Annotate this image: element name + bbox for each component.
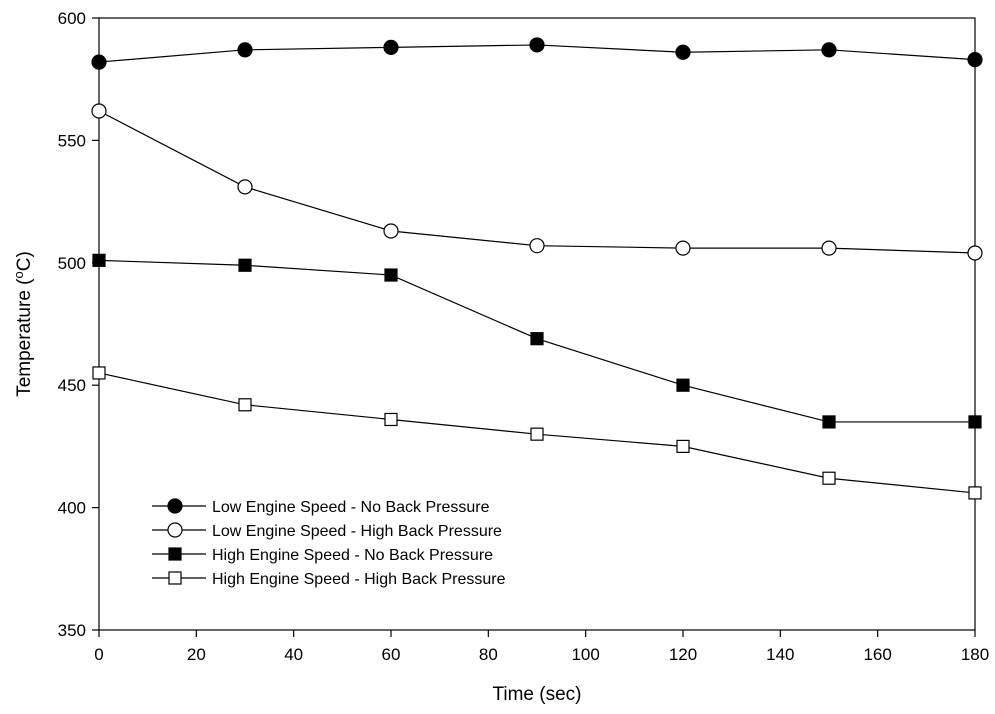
y-tick-label-5: 600	[58, 9, 86, 28]
x-tick-label-4: 80	[479, 645, 498, 664]
series-0-point-0	[92, 55, 106, 69]
y-tick-label-0: 350	[58, 621, 86, 640]
legend-label-3: High Engine Speed - High Back Pressure	[212, 571, 506, 588]
legend-entry-1: Low Engine Speed - High Back Pressure	[152, 523, 502, 540]
series-0-point-5	[822, 43, 836, 57]
series-2-point-6	[969, 416, 981, 428]
legend: Low Engine Speed - No Back Pressure Low E…	[152, 499, 506, 588]
y-tick-label-4: 550	[58, 131, 86, 150]
series-3-point-6	[969, 487, 981, 499]
series-1-point-2	[384, 224, 398, 238]
series-1-point-3	[530, 239, 544, 253]
series-2-point-3	[531, 333, 543, 345]
series-1-point-5	[822, 241, 836, 255]
x-tick-label-5: 100	[571, 645, 599, 664]
series-1-point-4	[676, 241, 690, 255]
series-0-point-2	[384, 40, 398, 54]
y-axis-title-end: C)	[14, 251, 35, 271]
x-tick-label-6: 120	[669, 645, 697, 664]
series-2-point-1	[239, 259, 251, 271]
series-1-point-6	[968, 246, 982, 260]
series-lines	[99, 45, 975, 493]
y-axis-title: Temperature (oC)	[11, 251, 35, 397]
legend-label-0: Low Engine Speed - No Back Pressure	[212, 499, 490, 516]
legend-marker-0	[168, 499, 182, 513]
y-tick-label-1: 400	[58, 499, 86, 518]
series-0-point-4	[676, 45, 690, 59]
series-3-point-5	[823, 472, 835, 484]
x-tick-label-8: 160	[863, 645, 891, 664]
y-tick-label-3: 500	[58, 254, 86, 273]
series-1-point-1	[238, 180, 252, 194]
series-2-point-4	[677, 379, 689, 391]
x-tick-label-1: 20	[187, 645, 206, 664]
series-0-point-1	[238, 43, 252, 57]
axis-ticks: 0 20 40 60 80 100 120 140 160 180 350 400 450 500 550 6…	[58, 9, 990, 664]
series-markers	[92, 38, 982, 499]
legend-marker-3	[169, 572, 181, 584]
x-tick-label-7: 140	[766, 645, 794, 664]
legend-label-2: High Engine Speed - No Back Pressure	[212, 547, 493, 564]
y-axis-title-superscript: o	[11, 271, 26, 278]
x-tick-label-3: 60	[382, 645, 401, 664]
legend-marker-1	[168, 523, 182, 537]
series-3-point-3	[531, 428, 543, 440]
legend-entry-0: Low Engine Speed - No Back Pressure	[152, 499, 490, 516]
series-0-point-3	[530, 38, 544, 52]
series-3-point-2	[385, 413, 397, 425]
series-2-point-0	[93, 254, 105, 266]
legend-marker-2	[169, 548, 181, 560]
x-axis-title: Time (sec)	[492, 684, 581, 705]
series-2-point-5	[823, 416, 835, 428]
legend-entry-3: High Engine Speed - High Back Pressure	[152, 571, 506, 588]
series-2-point-2	[385, 269, 397, 281]
x-tick-label-9: 180	[961, 645, 989, 664]
series-1-line	[99, 111, 975, 253]
series-3-point-0	[93, 367, 105, 379]
y-axis-title-main: Temperature (	[14, 278, 35, 397]
x-tick-label-0: 0	[94, 645, 103, 664]
series-3-point-1	[239, 399, 251, 411]
legend-entry-2: High Engine Speed - No Back Pressure	[152, 547, 493, 564]
x-tick-label-2: 40	[284, 645, 303, 664]
series-0-point-6	[968, 53, 982, 67]
legend-label-1: Low Engine Speed - High Back Pressure	[212, 523, 502, 540]
series-1-point-0	[92, 104, 106, 118]
series-3-point-4	[677, 440, 689, 452]
y-tick-label-2: 450	[58, 376, 86, 395]
